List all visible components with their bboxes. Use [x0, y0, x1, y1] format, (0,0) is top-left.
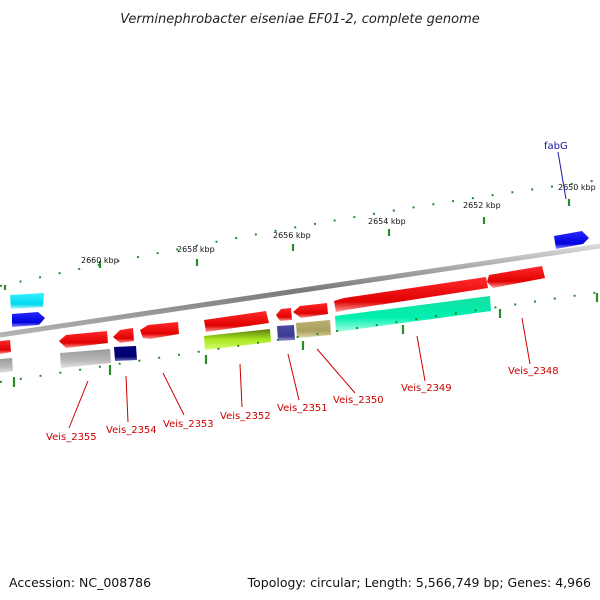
gene-veis-2354[interactable]: [113, 328, 134, 343]
gene-forward-cyan[interactable]: [10, 293, 44, 309]
map-title: Verminephrobacter eiseniae EF01-2, compl…: [120, 12, 479, 27]
leader-veis-2355: [68, 380, 89, 429]
gene-label-veis-2353[interactable]: Veis_2353: [163, 419, 214, 430]
genome-summary-text: Topology: circular; Length: 5,566,749 bp…: [247, 575, 591, 590]
scale-label-2654: 2654 kbp: [368, 217, 406, 226]
scale-label-2652: 2652 kbp: [463, 201, 501, 210]
gene-veis-2352-domain: [204, 329, 271, 350]
gene-label-veis-2349[interactable]: Veis_2349: [401, 383, 452, 394]
gene-label-veis-2352[interactable]: Veis_2352: [220, 411, 271, 422]
leader-veis-2353: [162, 372, 185, 416]
scale-label-2658: 2658 kbp: [177, 245, 215, 254]
scale-labels: 2650 kbp 2652 kbp 2654 kbp 2656 kbp 2658…: [81, 183, 596, 265]
scale-label-2656: 2656 kbp: [273, 231, 311, 240]
gene-veis-2350[interactable]: [293, 303, 328, 318]
leader-veis-2354: [125, 375, 129, 423]
gene-label-veis-2348[interactable]: Veis_2348: [508, 366, 559, 377]
gene-forward-blue[interactable]: [12, 312, 45, 327]
gene-veis-2348[interactable]: [487, 266, 545, 288]
gene-label-veis-2355[interactable]: Veis_2355: [46, 432, 97, 443]
gene-veis-2355-domain: [60, 349, 111, 368]
gene-label-veis-2351[interactable]: Veis_2351: [277, 403, 328, 414]
outer-scale-ring: [0, 179, 600, 290]
reverse-genes: [0, 266, 545, 373]
scale-label-2650: 2650 kbp: [558, 183, 596, 192]
scale-label-2660: 2660 kbp: [81, 256, 119, 265]
gene-veis-2349[interactable]: [334, 277, 488, 312]
gene-veis-2351[interactable]: [276, 308, 292, 321]
accession-text: Accession: NC_008786: [9, 575, 152, 590]
leader-veis-2349: [416, 335, 426, 382]
gene-veis-2352[interactable]: [204, 311, 269, 332]
leader-veis-2348: [521, 317, 531, 365]
leader-lines: [68, 317, 531, 429]
gene-veis-2351-domain: [277, 325, 295, 341]
gene-veis-2354-domain: [114, 346, 137, 361]
gene-label-veis-2354[interactable]: Veis_2354: [106, 425, 157, 436]
leader-veis-2351: [287, 353, 300, 401]
genome-backbone: [0, 243, 600, 338]
leader-veis-2350: [316, 348, 356, 394]
gene-edge-grey: [0, 358, 13, 373]
inner-scale-ring: [0, 291, 600, 387]
leader-veis-2352: [239, 363, 243, 408]
gene-veis-2355[interactable]: [59, 331, 108, 348]
gene-label-fabG[interactable]: fabG: [544, 141, 568, 152]
leader-fabG: [557, 151, 567, 200]
gene-label-veis-2350[interactable]: Veis_2350: [333, 395, 384, 406]
gene-edge-red[interactable]: [0, 340, 11, 354]
gene-veis-2350-domain: [296, 320, 331, 338]
gene-labels: Veis_2348 Veis_2349 Veis_2350 Veis_2351 …: [46, 366, 559, 443]
gene-fabG[interactable]: [554, 231, 589, 249]
gene-veis-2353[interactable]: [140, 322, 179, 339]
gene-veis-2349-domain: [335, 296, 491, 332]
